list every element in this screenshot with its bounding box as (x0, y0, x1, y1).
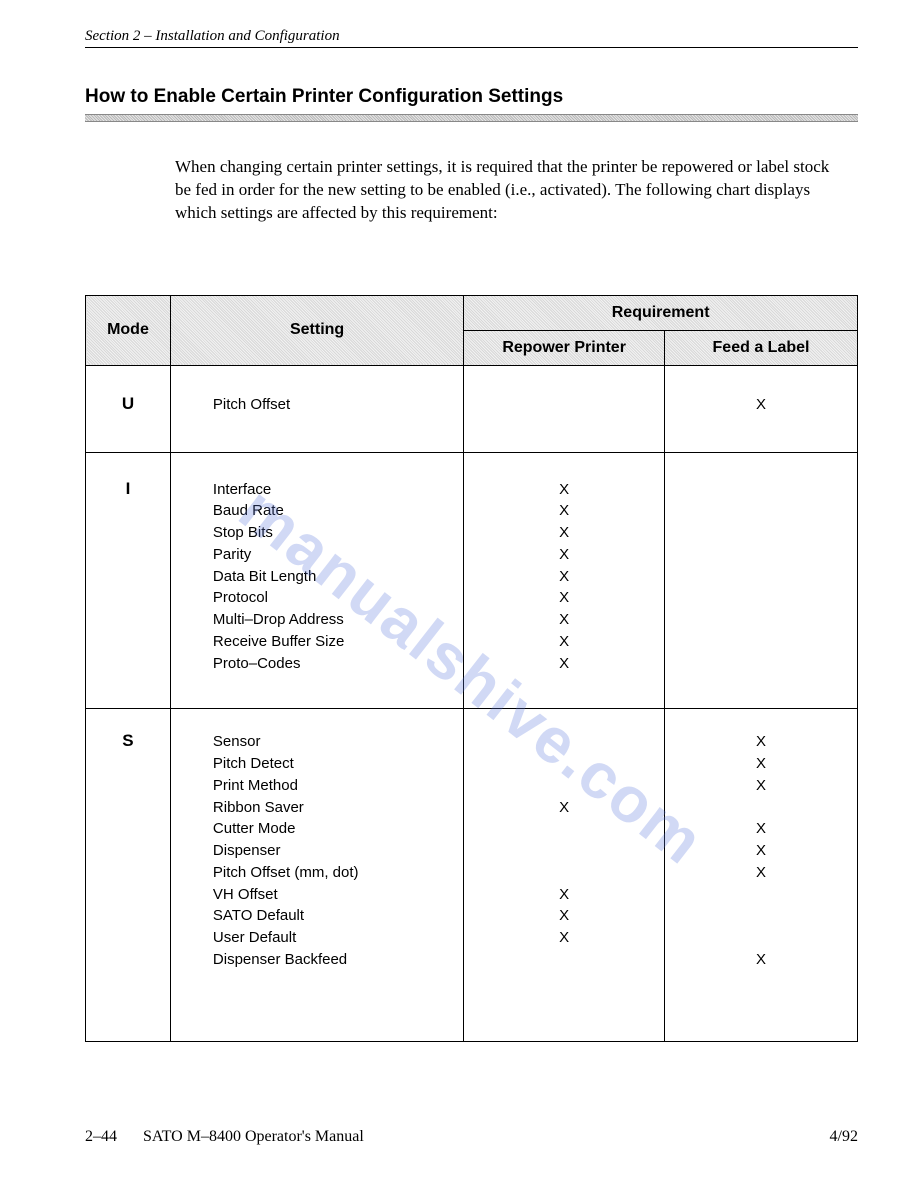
repower-mark: X (468, 927, 660, 949)
table-header-row-1: Mode Setting Requirement (86, 295, 858, 330)
repower-cell: XXXXXXXXX (464, 452, 665, 709)
repower-mark: X (468, 500, 660, 522)
th-mode: Mode (86, 295, 171, 365)
intro-paragraph: When changing certain printer settings, … (175, 156, 848, 225)
setting-line: VH Offset (213, 884, 455, 906)
repower-mark (468, 394, 660, 416)
feed-cell: X (664, 365, 857, 452)
repower-mark: X (468, 479, 660, 501)
footer-manual-name: SATO M–8400 Operator's Manual (143, 1128, 364, 1146)
setting-line: Sensor (213, 731, 455, 753)
setting-line: Pitch Detect (213, 753, 455, 775)
setting-line: Proto–Codes (213, 653, 455, 675)
setting-line: Data Bit Length (213, 566, 455, 588)
repower-mark: X (468, 566, 660, 588)
repower-mark: X (468, 797, 660, 819)
setting-cell: Pitch Offset (170, 365, 463, 452)
table-row: IInterfaceBaud RateStop BitsParityData B… (86, 452, 858, 709)
repower-mark (468, 753, 660, 775)
feed-mark (669, 500, 853, 522)
page-title: How to Enable Certain Printer Configurat… (85, 86, 858, 108)
setting-line: Baud Rate (213, 500, 455, 522)
th-setting: Setting (170, 295, 463, 365)
config-table: Mode Setting Requirement Repower Printer… (85, 295, 858, 1042)
config-table-wrapper: manualshive.com Mode Setting Requirement… (85, 295, 858, 1042)
repower-cell (464, 365, 665, 452)
feed-mark (669, 884, 853, 906)
footer-date: 4/92 (830, 1128, 858, 1146)
repower-mark: X (468, 905, 660, 927)
feed-mark: X (669, 775, 853, 797)
repower-mark (468, 818, 660, 840)
feed-mark (669, 566, 853, 588)
section-rule (85, 47, 858, 48)
repower-cell: X XXX (464, 709, 665, 1041)
title-rule (85, 114, 858, 122)
feed-mark (669, 587, 853, 609)
feed-mark: X (669, 753, 853, 775)
mode-cell: S (86, 709, 171, 1041)
feed-cell: XXX XXX X (664, 709, 857, 1041)
feed-mark (669, 522, 853, 544)
setting-line: Dispenser (213, 840, 455, 862)
setting-line: Pitch Offset (mm, dot) (213, 862, 455, 884)
setting-cell: SensorPitch DetectPrint MethodRibbon Sav… (170, 709, 463, 1041)
th-requirement: Requirement (464, 295, 858, 330)
repower-mark (468, 775, 660, 797)
repower-mark (468, 840, 660, 862)
page-footer: 2–44 SATO M–8400 Operator's Manual 4/92 (85, 1128, 858, 1146)
footer-page-num: 2–44 (85, 1128, 117, 1146)
repower-mark (468, 949, 660, 971)
setting-line: Print Method (213, 775, 455, 797)
feed-mark (669, 544, 853, 566)
feed-mark (669, 653, 853, 675)
repower-mark: X (468, 609, 660, 631)
setting-line: Multi–Drop Address (213, 609, 455, 631)
setting-line: Receive Buffer Size (213, 631, 455, 653)
repower-mark: X (468, 587, 660, 609)
setting-line: Protocol (213, 587, 455, 609)
repower-mark: X (468, 631, 660, 653)
setting-cell: InterfaceBaud RateStop BitsParityData Bi… (170, 452, 463, 709)
feed-mark: X (669, 818, 853, 840)
repower-mark (468, 731, 660, 753)
feed-mark (669, 905, 853, 927)
repower-mark: X (468, 522, 660, 544)
setting-line: Interface (213, 479, 455, 501)
setting-line: User Default (213, 927, 455, 949)
feed-mark: X (669, 862, 853, 884)
repower-mark: X (468, 884, 660, 906)
feed-mark: X (669, 949, 853, 971)
repower-mark (468, 862, 660, 884)
feed-mark: X (669, 840, 853, 862)
repower-mark: X (468, 653, 660, 675)
setting-line: Pitch Offset (213, 394, 455, 416)
feed-mark: X (669, 394, 853, 416)
repower-mark: X (468, 544, 660, 566)
feed-mark (669, 479, 853, 501)
mode-cell: I (86, 452, 171, 709)
th-feed: Feed a Label (664, 330, 857, 365)
setting-line: Ribbon Saver (213, 797, 455, 819)
setting-line: Dispenser Backfeed (213, 949, 455, 971)
feed-mark (669, 609, 853, 631)
feed-mark: X (669, 731, 853, 753)
feed-mark (669, 797, 853, 819)
th-repower: Repower Printer (464, 330, 665, 365)
mode-cell: U (86, 365, 171, 452)
feed-mark (669, 631, 853, 653)
setting-line: Parity (213, 544, 455, 566)
feed-mark (669, 927, 853, 949)
table-row: SSensorPitch DetectPrint MethodRibbon Sa… (86, 709, 858, 1041)
setting-line: SATO Default (213, 905, 455, 927)
table-row: U Pitch Offset X (86, 365, 858, 452)
feed-cell (664, 452, 857, 709)
section-header: Section 2 – Installation and Configurati… (85, 28, 858, 45)
setting-line: Cutter Mode (213, 818, 455, 840)
setting-line: Stop Bits (213, 522, 455, 544)
